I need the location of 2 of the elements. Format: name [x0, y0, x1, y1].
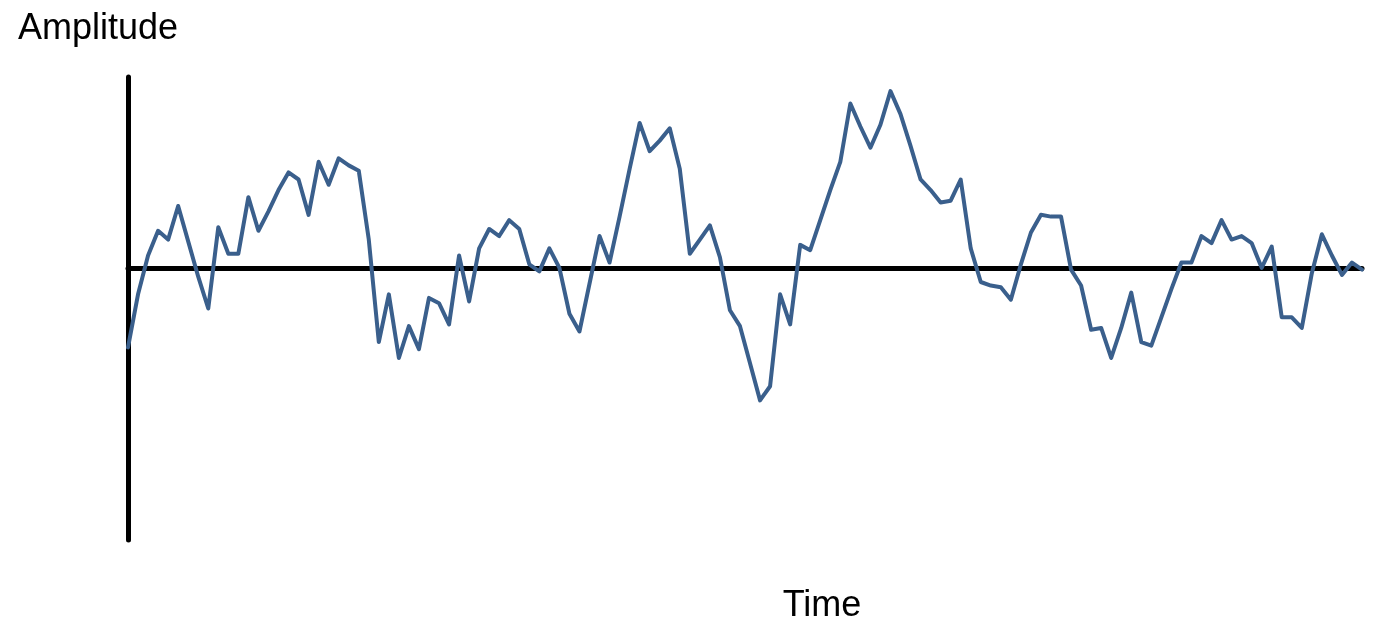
y-axis-title: Amplitude	[18, 5, 179, 47]
text: Time	[782, 582, 862, 623]
